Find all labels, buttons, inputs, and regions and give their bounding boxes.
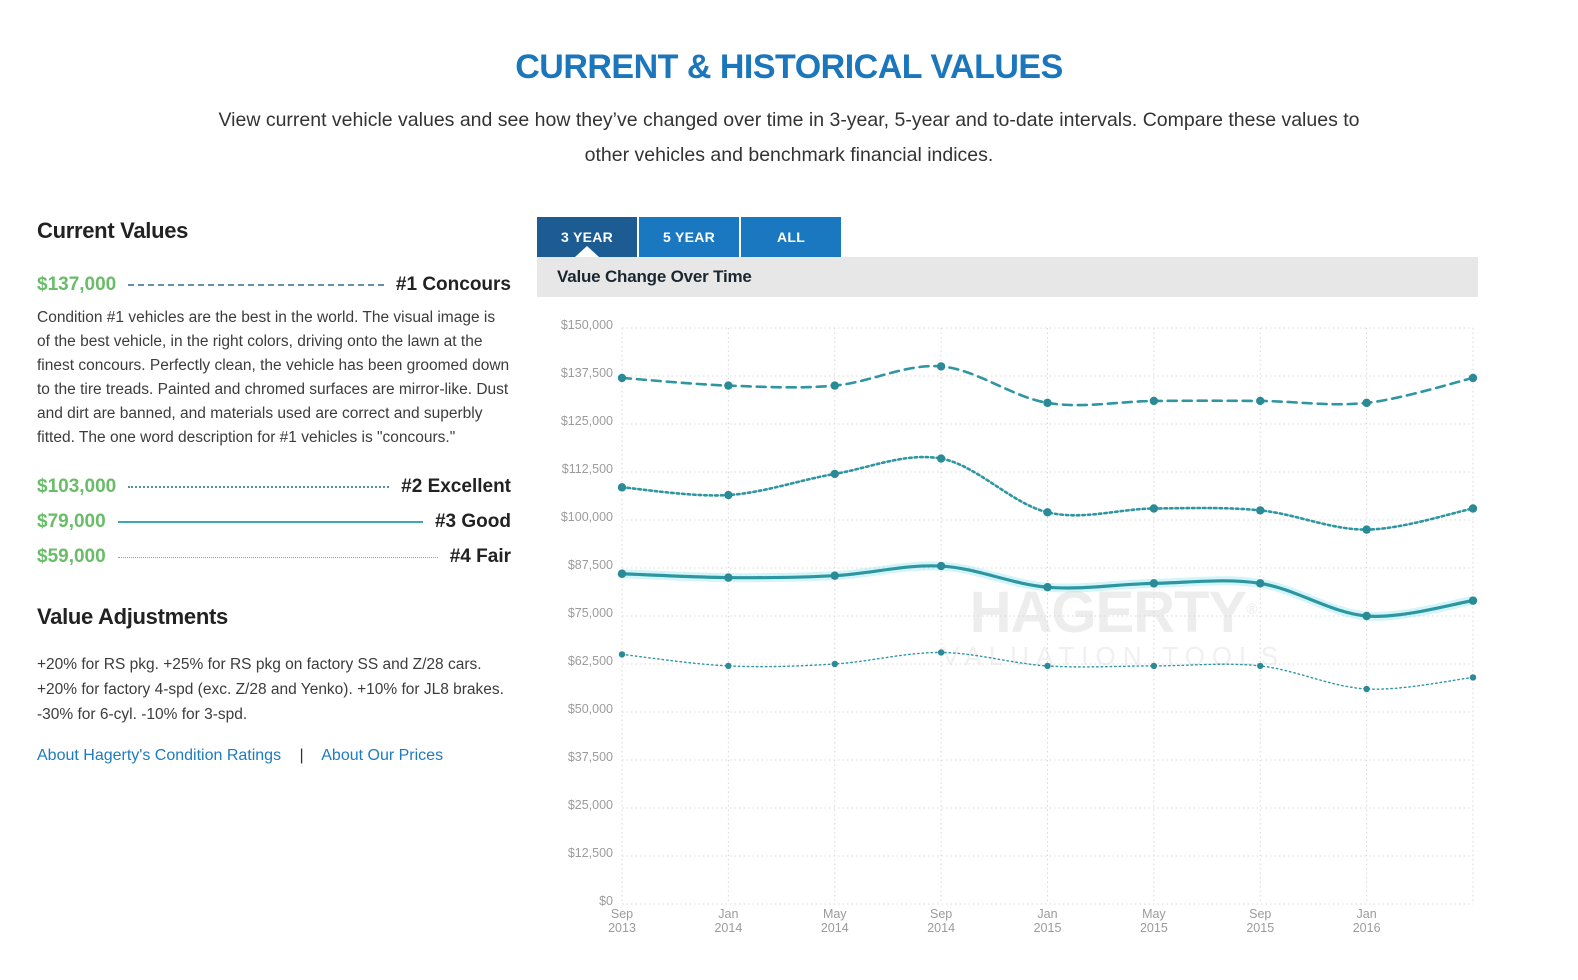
value-row-concours: $137,000 #1 Concours [37, 274, 511, 296]
svg-text:May: May [823, 907, 847, 921]
page-header: CURRENT & HISTORICAL VALUES View current… [0, 48, 1578, 173]
link-our-prices[interactable]: About Our Prices [321, 747, 444, 764]
svg-text:$0: $0 [599, 894, 613, 908]
current-values-panel: Current Values $137,000 #1 Concours Cond… [37, 218, 511, 765]
svg-text:2015: 2015 [1034, 921, 1062, 935]
svg-text:Jan: Jan [1037, 907, 1057, 921]
price-excellent: $103,000 [37, 476, 117, 497]
svg-text:$150,000: $150,000 [561, 318, 613, 332]
current-values-heading: Current Values [37, 218, 189, 243]
svg-text:2014: 2014 [714, 921, 742, 935]
solid-leader-line [117, 521, 423, 523]
link-condition-ratings[interactable]: About Hagerty's Condition Ratings [37, 747, 282, 764]
concours-description: Condition #1 vehicles are the best in th… [37, 309, 510, 446]
svg-text:$62,500: $62,500 [568, 654, 613, 668]
tab-3-year[interactable]: 3 YEAR [537, 217, 637, 257]
svg-text:$75,000: $75,000 [568, 606, 613, 620]
value-row-excellent: $103,000 #2 Excellent [37, 476, 511, 498]
svg-text:2014: 2014 [927, 921, 955, 935]
condition-label-good: #3 Good [434, 511, 511, 532]
price-good: $79,000 [37, 511, 106, 532]
svg-text:$50,000: $50,000 [568, 702, 613, 716]
svg-text:$100,000: $100,000 [561, 510, 613, 524]
svg-text:Jan: Jan [1357, 907, 1377, 921]
svg-text:2015: 2015 [1140, 921, 1168, 935]
dotted-leader-line [128, 486, 390, 488]
value-change-chart: HAGERTY® VALUATION TOOLS $0 $12,500 $25,00… [537, 297, 1478, 957]
price-fair: $59,000 [37, 546, 106, 567]
svg-text:$87,500: $87,500 [568, 558, 613, 572]
about-links: About Hagerty's Condition Ratings | Abou… [37, 747, 511, 765]
svg-text:Jan: Jan [718, 907, 738, 921]
svg-text:May: May [1142, 907, 1166, 921]
fine-dotted-leader-line [117, 556, 438, 558]
svg-text:Sep: Sep [1249, 907, 1271, 921]
chart-header-bar: Value Change Over Time [537, 257, 1478, 297]
condition-label-excellent: #2 Excellent [401, 476, 511, 497]
line-chart-svg: $0 $12,500 $25,000 $37,500 $50,000 $62,500 $75… [561, 318, 1478, 935]
svg-text:$37,500: $37,500 [568, 750, 613, 764]
svg-text:2013: 2013 [608, 921, 636, 935]
svg-text:$12,500: $12,500 [568, 846, 613, 860]
svg-text:2015: 2015 [1246, 921, 1274, 935]
page-subtitle: View current vehicle values and see how … [218, 109, 1360, 166]
condition-label-concours: #1 Concours [395, 274, 511, 295]
svg-text:Sep: Sep [930, 907, 952, 921]
dashed-leader-line [128, 284, 384, 286]
value-row-good: $79,000 #3 Good [37, 511, 511, 533]
tab-5-year[interactable]: 5 YEAR [639, 217, 739, 257]
page-title: CURRENT & HISTORICAL VALUES [515, 48, 1063, 86]
svg-text:2016: 2016 [1353, 921, 1381, 935]
value-adjustments-heading: Value Adjustments [37, 604, 228, 629]
tab-all[interactable]: ALL [741, 217, 841, 257]
svg-text:$25,000: $25,000 [568, 798, 613, 812]
svg-text:$125,000: $125,000 [561, 414, 613, 428]
svg-text:$112,500: $112,500 [562, 462, 613, 476]
price-concours: $137,000 [37, 274, 117, 295]
interval-tabs: 3 YEAR 5 YEAR ALL [537, 217, 843, 257]
chart-title: Value Change Over Time [557, 267, 752, 286]
svg-text:$137,500: $137,500 [561, 366, 613, 380]
svg-text:Sep: Sep [611, 907, 633, 921]
condition-label-fair: #4 Fair [449, 546, 511, 567]
link-separator: | [299, 747, 304, 764]
svg-text:2014: 2014 [821, 921, 849, 935]
value-adjustments-text: +20% for RS pkg. +25% for RS pkg on fact… [37, 656, 504, 723]
value-row-fair: $59,000 #4 Fair [37, 546, 511, 568]
